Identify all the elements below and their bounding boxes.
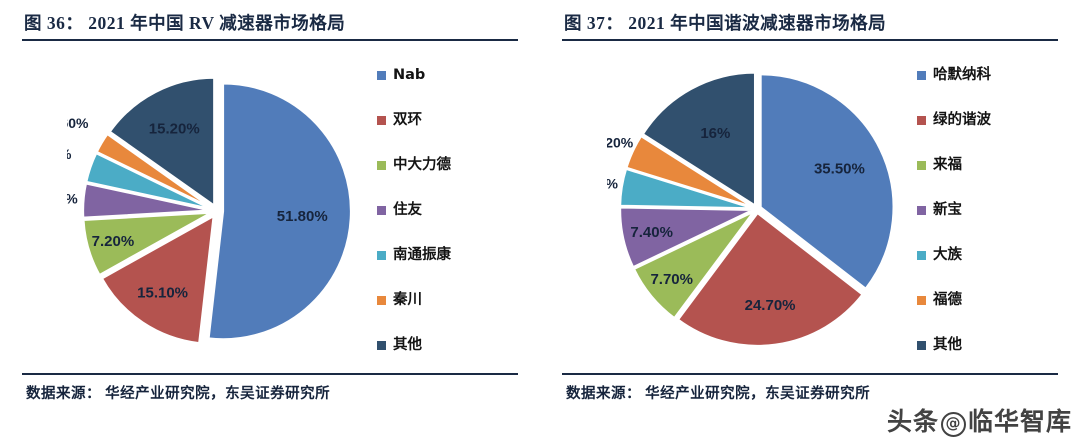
pie-slice-label: 3.80% xyxy=(67,146,72,162)
legend-swatch-icon xyxy=(377,116,386,125)
pie-slice[interactable] xyxy=(100,213,216,345)
legend-item[interactable]: 住友 xyxy=(377,188,451,233)
legend-swatch-icon xyxy=(917,161,926,170)
source-rule-left xyxy=(22,373,518,375)
legend-item[interactable]: 南通振康 xyxy=(377,233,451,278)
legend-item-label: 福德 xyxy=(933,292,962,309)
pie-slice-label: 24.70% xyxy=(745,297,796,314)
legend-item[interactable]: 双环 xyxy=(377,98,451,143)
legend-item-label: Nab xyxy=(393,67,426,84)
legend-item-label: 住友 xyxy=(393,202,422,219)
pie-slice[interactable] xyxy=(108,76,216,208)
legend-item-label: 中大力德 xyxy=(393,157,451,174)
legend-item[interactable]: 来福 xyxy=(917,143,991,188)
legend-item[interactable]: 哈默纳科 xyxy=(917,53,991,98)
pie-slice-label: 7.20% xyxy=(92,233,135,250)
source-note-right: 数据来源： 华经产业研究院，东吴证券研究所 xyxy=(566,386,871,402)
legend-item-label: 大族 xyxy=(933,247,962,264)
legend-item-label: 其他 xyxy=(393,337,422,354)
page-title-left: 图 36： 2021 年中国 RV 减速器市场格局 xyxy=(24,13,346,33)
page-title-right: 图 37： 2021 年中国谐波减速器市场格局 xyxy=(564,13,887,33)
pie-slice[interactable] xyxy=(759,73,895,291)
pie-canvas-right: 35.50% 24.70% 7.70% 7.40% 4.50% 4.20% 16% xyxy=(607,59,907,359)
legend-item[interactable]: 中大力德 xyxy=(377,143,451,188)
pie-slice[interactable] xyxy=(624,134,754,209)
legend-item-label: 哈默纳科 xyxy=(933,67,991,84)
legend-item-label: 秦川 xyxy=(393,292,422,309)
pie-svg: 35.50% 24.70% 7.70% 7.40% 4.50% 4.20% 16% xyxy=(607,71,895,348)
pie-slice[interactable] xyxy=(84,151,212,211)
legend-swatch-icon xyxy=(917,71,926,80)
pie-chart-right: 35.50% 24.70% 7.70% 7.40% 4.50% 4.20% 16% 哈默纳科… xyxy=(562,41,1058,371)
legend-swatch-icon xyxy=(377,71,386,80)
legend-item-label: 绿的谐波 xyxy=(933,112,991,129)
pie-slice[interactable] xyxy=(207,82,353,341)
title-rule-left xyxy=(22,39,518,41)
legend-right: 哈默纳科绿的谐波来福新宝大族福德其他 xyxy=(917,53,991,368)
pie-slice-label: 4.20% xyxy=(607,135,634,151)
legend-swatch-icon xyxy=(917,341,926,350)
pie-slice[interactable] xyxy=(81,182,212,219)
pie-slice[interactable] xyxy=(82,211,212,277)
legend-item-label: 来福 xyxy=(933,157,962,174)
pie-slice[interactable] xyxy=(95,132,213,209)
pie-slice-label: 15.10% xyxy=(137,285,188,302)
pie-slice-label: 4.30% xyxy=(67,190,78,206)
legend-swatch-icon xyxy=(377,251,386,260)
legend-item-label: 双环 xyxy=(393,112,422,129)
source-note-left: 数据来源： 华经产业研究院，东吴证券研究所 xyxy=(26,386,331,402)
pie-slice-label: 16% xyxy=(700,125,730,142)
legend-swatch-icon xyxy=(377,206,386,215)
pie-slice-label: 4.50% xyxy=(607,175,619,191)
legend-swatch-icon xyxy=(377,296,386,305)
legend-item[interactable]: 新宝 xyxy=(917,188,991,233)
legend-item-label: 新宝 xyxy=(933,202,962,219)
legend-item[interactable]: 秦川 xyxy=(377,278,451,323)
pie-slice-label: 15.20% xyxy=(149,120,200,137)
legend-swatch-icon xyxy=(917,116,926,125)
pie-slice[interactable] xyxy=(619,206,754,269)
legend-swatch-icon xyxy=(377,341,386,350)
figure-panel-right: 图 37： 2021 年中国谐波减速器市场格局 35.50% 24.70% 7.70… xyxy=(540,0,1080,442)
pie-slice-label: 2.60% xyxy=(67,115,89,131)
legend-left: Nab 双环中大力德住友南通振康秦川其他 xyxy=(377,53,451,368)
pie-slice[interactable] xyxy=(632,210,755,320)
title-rule-right xyxy=(562,39,1058,41)
legend-item[interactable]: 其他 xyxy=(377,323,451,368)
pie-slice-label: 51.80% xyxy=(277,208,328,225)
legend-swatch-icon xyxy=(377,161,386,170)
legend-item[interactable]: 绿的谐波 xyxy=(917,98,991,143)
legend-item-label: 南通振康 xyxy=(393,247,451,264)
pie-chart-left: 51.80% 15.10% 7.20% 4.30% 3.80% 2.60% 15.20% N… xyxy=(22,41,518,371)
legend-swatch-icon xyxy=(917,206,926,215)
pie-slice[interactable] xyxy=(618,167,754,210)
legend-swatch-icon xyxy=(917,296,926,305)
pie-slice-label: 35.50% xyxy=(814,161,865,178)
pie-slice-label: 7.70% xyxy=(650,271,693,288)
legend-item[interactable]: 大族 xyxy=(917,233,991,278)
legend-item-label: 其他 xyxy=(933,337,962,354)
figure-panel-left: 图 36： 2021 年中国 RV 减速器市场格局 51.80% 15.10% 7.… xyxy=(22,13,518,402)
legend-item[interactable]: Nab xyxy=(377,53,451,98)
pie-slice[interactable] xyxy=(641,71,757,208)
pie-canvas-left: 51.80% 15.10% 7.20% 4.30% 3.80% 2.60% 15.20% xyxy=(67,61,367,361)
legend-swatch-icon xyxy=(917,251,926,260)
pie-slice[interactable] xyxy=(676,211,865,348)
pie-slice-label: 7.40% xyxy=(630,224,673,241)
legend-item[interactable]: 其他 xyxy=(917,323,991,368)
pie-svg: 51.80% 15.10% 7.20% 4.30% 3.80% 2.60% 15.20% xyxy=(67,76,353,345)
legend-item[interactable]: 福德 xyxy=(917,278,991,323)
source-rule-right xyxy=(562,373,1058,375)
